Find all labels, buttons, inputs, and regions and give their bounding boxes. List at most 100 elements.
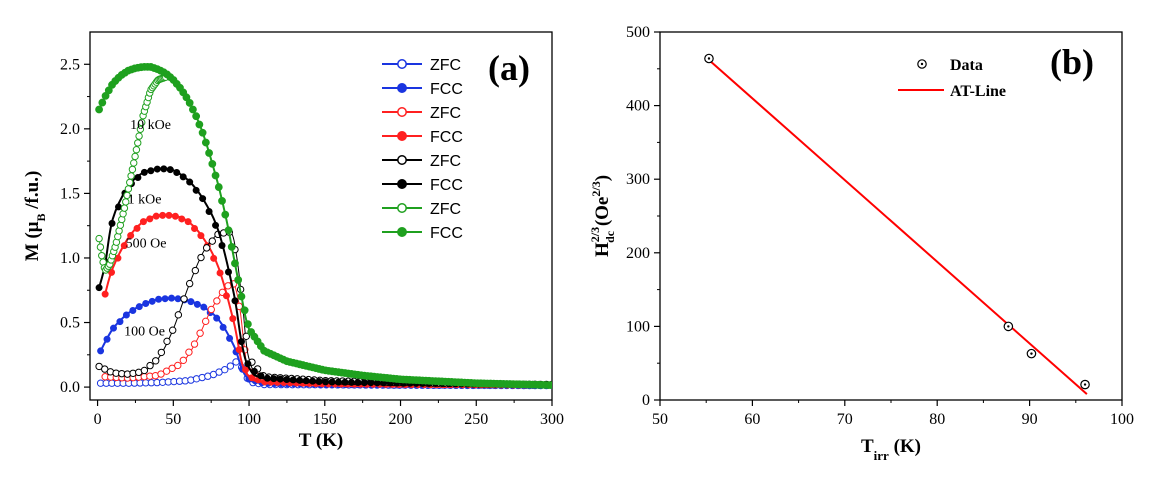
data-point xyxy=(152,357,160,365)
data-point xyxy=(138,118,146,127)
data-point xyxy=(159,211,167,219)
series-10-koe-fcc xyxy=(95,62,552,390)
data-point xyxy=(242,332,250,340)
data-point xyxy=(231,259,239,268)
data-point xyxy=(347,378,355,386)
data-point xyxy=(207,305,215,314)
data-point xyxy=(114,203,122,211)
data-point xyxy=(126,178,134,187)
data-point xyxy=(213,314,221,322)
data-point xyxy=(103,335,111,343)
legend-label-data: Data xyxy=(950,57,983,74)
legend-marker xyxy=(397,179,407,189)
data-point xyxy=(185,279,194,288)
data-point xyxy=(155,295,163,303)
y-tick-label: 0.5 xyxy=(60,315,80,332)
plot-frame xyxy=(89,31,553,401)
x-tick-label: 300 xyxy=(540,411,564,428)
data-point xyxy=(140,168,148,176)
series-1-koe-fcc xyxy=(95,165,552,389)
data-point xyxy=(135,132,143,140)
data-point xyxy=(334,378,342,386)
data-point xyxy=(231,297,239,305)
data-point xyxy=(219,323,227,331)
y-tick-label: 300 xyxy=(626,171,650,188)
at-line xyxy=(708,59,1088,395)
data-point xyxy=(185,348,193,356)
data-point xyxy=(127,231,135,239)
data-point-center xyxy=(707,57,711,60)
y-tick-label: 0 xyxy=(642,392,650,409)
data-point xyxy=(201,138,210,147)
data-point xyxy=(341,378,349,386)
data-point xyxy=(237,292,246,301)
data-point xyxy=(208,159,217,168)
legend-label: FCC xyxy=(430,129,463,146)
data-point xyxy=(153,165,161,173)
data-point xyxy=(235,346,243,354)
series-1-koe-zfc xyxy=(95,228,552,389)
data-point xyxy=(122,311,130,319)
data-point xyxy=(226,362,235,370)
y-axis-title: M (μB /f.u.) xyxy=(22,171,48,262)
data-point xyxy=(162,367,171,375)
field-annotation: 100 Oe xyxy=(124,324,165,339)
data-point xyxy=(147,167,155,175)
data-point xyxy=(186,178,194,186)
data-point xyxy=(174,311,183,319)
data-point xyxy=(218,242,226,250)
field-annotation: 10 kOe xyxy=(130,118,171,133)
data-point xyxy=(192,186,200,194)
x-tick-label: 80 xyxy=(929,411,945,428)
data-point xyxy=(302,377,310,385)
data-point xyxy=(146,215,154,223)
data-point xyxy=(174,361,182,370)
panel-label: (b) xyxy=(1050,42,1094,82)
x-tick-label: 90 xyxy=(1022,411,1038,428)
data-point xyxy=(136,125,145,133)
data-point xyxy=(704,53,714,64)
data-point xyxy=(234,276,243,284)
data-point xyxy=(226,334,234,342)
data-point xyxy=(270,375,278,383)
data-point xyxy=(116,318,124,326)
data-point xyxy=(98,98,107,107)
data-point xyxy=(250,367,258,375)
data-point xyxy=(166,166,174,174)
plot-frame xyxy=(659,31,1123,401)
legend-label: FCC xyxy=(430,177,463,194)
data-point xyxy=(120,242,128,250)
data-point xyxy=(134,174,142,182)
data-point xyxy=(244,320,252,328)
data-point xyxy=(1003,321,1014,332)
x-tick-label: 200 xyxy=(389,411,413,428)
data-point xyxy=(216,269,224,277)
data-point xyxy=(131,152,139,161)
data-point xyxy=(101,290,109,298)
x-axis-title: T (K) xyxy=(299,430,344,451)
legend-marker xyxy=(397,131,407,141)
data-point xyxy=(289,376,297,384)
data-point xyxy=(208,237,217,245)
data-point xyxy=(224,268,232,276)
data-point xyxy=(130,159,138,167)
data-point xyxy=(152,212,160,220)
legend-label: ZFC xyxy=(430,57,461,74)
legend: ZFC FCC ZFC FCC ZFC FCC ZFC FCC xyxy=(382,57,463,242)
data-point xyxy=(197,232,205,240)
data-point xyxy=(163,337,171,346)
data-point xyxy=(199,195,207,203)
x-tick-label: 70 xyxy=(837,411,853,428)
legend-marker xyxy=(397,155,407,165)
legend-marker xyxy=(397,227,407,237)
data-point xyxy=(142,300,150,308)
data-point xyxy=(139,218,147,226)
legend-label: FCC xyxy=(430,225,463,242)
legend-marker xyxy=(397,59,407,69)
data-point xyxy=(367,379,375,387)
data-point xyxy=(1026,348,1037,359)
data-point xyxy=(146,361,154,370)
data-point xyxy=(190,340,199,348)
data-point xyxy=(185,99,194,107)
data-point xyxy=(135,303,143,311)
